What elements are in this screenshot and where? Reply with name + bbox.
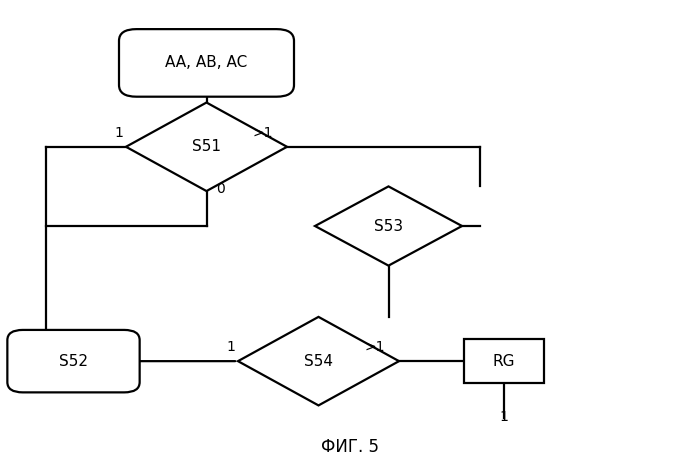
Text: AA, AB, AC: AA, AB, AC [165,55,248,70]
Polygon shape [315,186,462,266]
Text: 1: 1 [500,410,508,424]
Text: >1: >1 [252,126,273,140]
Text: RG: RG [493,354,515,369]
Text: 0: 0 [216,182,225,196]
Text: ФИГ. 5: ФИГ. 5 [321,439,379,456]
Text: S52: S52 [59,354,88,369]
FancyBboxPatch shape [8,330,140,392]
Text: S53: S53 [374,219,403,233]
FancyBboxPatch shape [119,29,294,97]
Polygon shape [238,317,399,405]
Text: >1: >1 [364,340,385,354]
Polygon shape [126,103,287,191]
Text: 1: 1 [115,126,123,140]
Text: 1: 1 [227,340,235,354]
Text: S51: S51 [192,139,221,154]
Text: S54: S54 [304,354,333,369]
Bar [463,339,545,383]
